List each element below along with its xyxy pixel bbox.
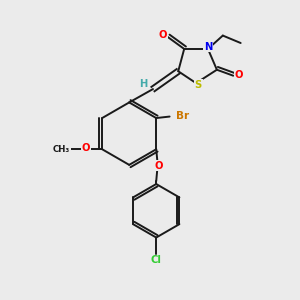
Text: O: O bbox=[235, 70, 243, 80]
Text: O: O bbox=[155, 160, 164, 171]
Text: CH₃: CH₃ bbox=[53, 145, 70, 154]
Text: N: N bbox=[204, 42, 212, 52]
Text: O: O bbox=[158, 30, 167, 40]
Text: Cl: Cl bbox=[151, 255, 162, 266]
Text: H: H bbox=[139, 79, 148, 89]
Text: S: S bbox=[194, 80, 202, 90]
Text: O: O bbox=[82, 143, 90, 153]
Text: Br: Br bbox=[176, 111, 189, 121]
